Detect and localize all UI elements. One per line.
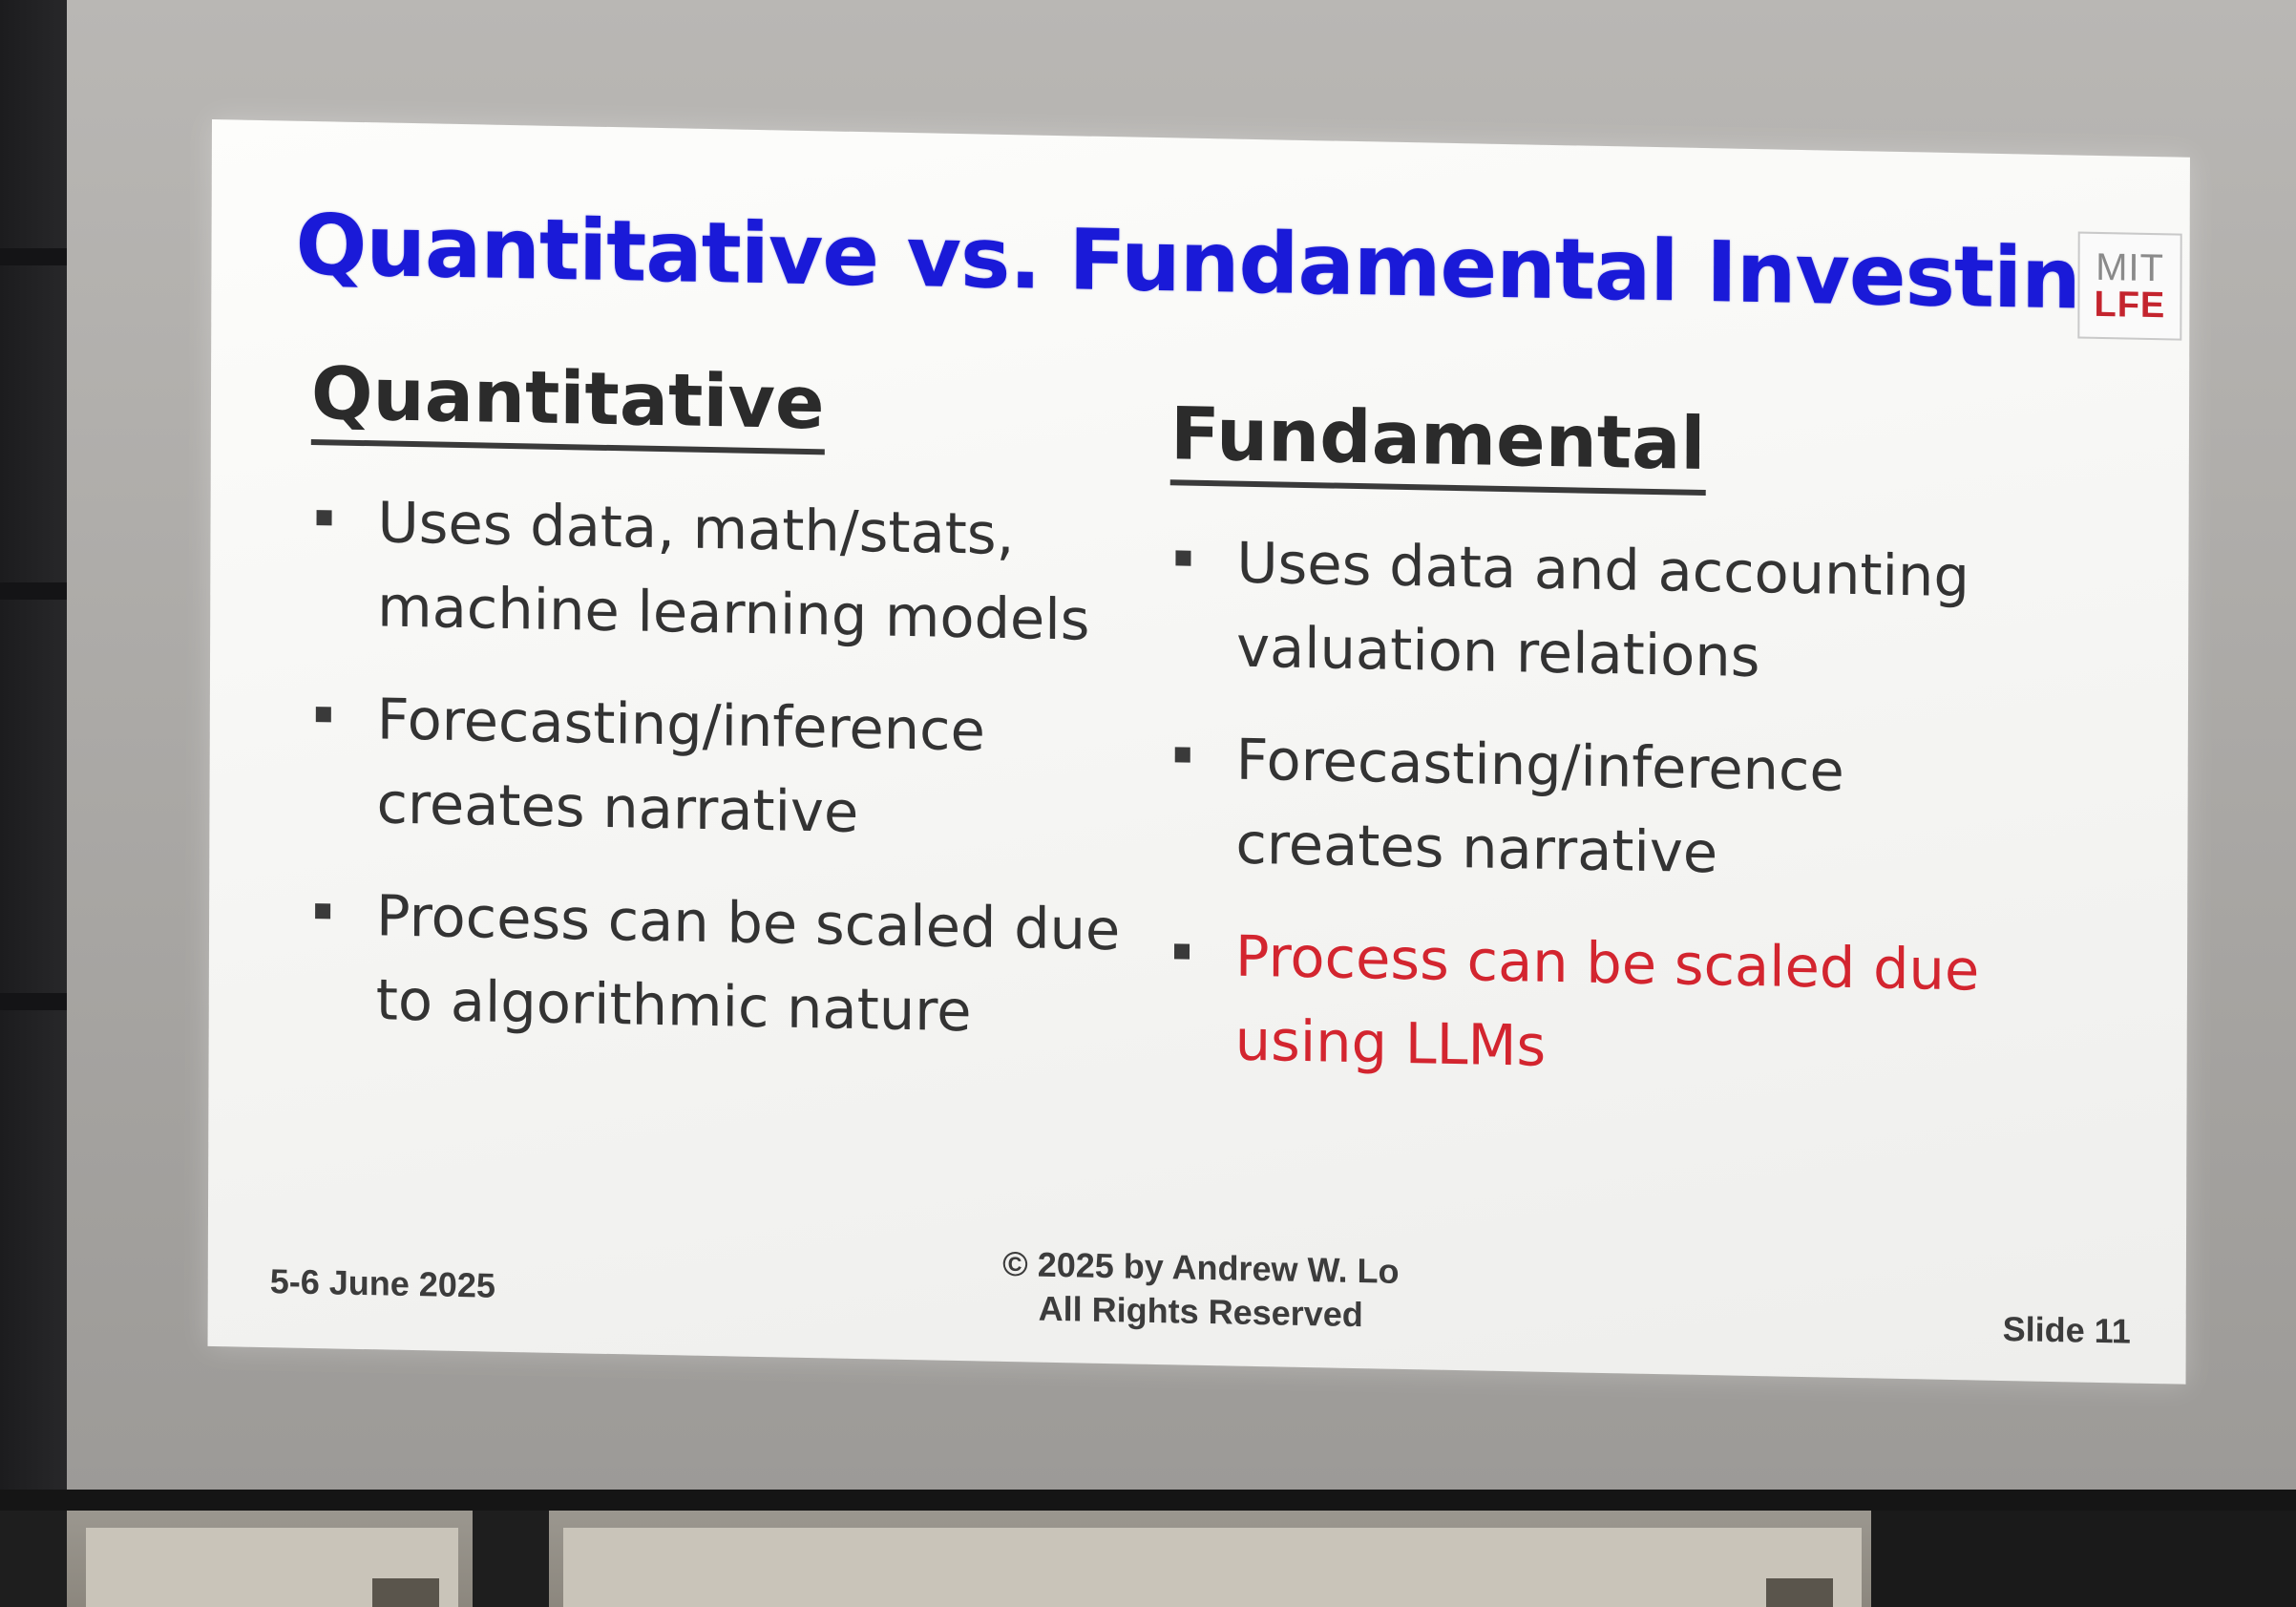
fundamental-bullet-list: Uses data and accounting valuation relat…: [1169, 519, 2030, 1097]
screen-bottom-rail: [0, 1490, 2296, 1511]
bullet-line: Forecasting/inference: [376, 686, 985, 764]
bullet-item: Process can be scaled due to algorithmic…: [309, 873, 1169, 1057]
rights-line: All Rights Reserved: [1038, 1288, 1363, 1335]
highlighted-bullet-item: Process can be scaled due using LLMs: [1169, 913, 2029, 1097]
bullet-square-icon: [1175, 550, 1191, 566]
bullet-square-icon: [1173, 943, 1190, 960]
logo-lfe-text: LFE: [2094, 284, 2166, 327]
bullet-line: to algorithmic nature: [375, 966, 972, 1045]
presentation-slide: Quantitative vs. Fundamental Investing M…: [207, 119, 2190, 1385]
slide-number: Slide 11: [2002, 1309, 2131, 1351]
wall-box: [1766, 1578, 1833, 1607]
bullet-line: machine learning models: [377, 573, 1090, 653]
wall-band: [0, 248, 86, 265]
logo-mit-text: MIT: [2096, 245, 2165, 290]
bullet-square-icon: [315, 707, 331, 723]
bullet-line: Uses data, math/stats,: [377, 489, 1015, 568]
wall-post: [1871, 1511, 2296, 1607]
bullet-line: Process can be scaled due: [375, 882, 1121, 963]
bullet-square-icon: [315, 903, 331, 920]
bullet-line: creates narrative: [376, 770, 859, 846]
bullet-item: Uses data, math/stats, machine learning …: [310, 479, 1170, 664]
bullet-item: Uses data and accounting valuation relat…: [1169, 519, 2030, 704]
footer-date: 5-6 June 2025: [269, 1261, 495, 1305]
bullet-line: Process can be scaled due: [1234, 922, 1980, 1004]
quantitative-column: Quantitative Uses data, math/stats, mach…: [309, 350, 1171, 1086]
wall-band: [0, 993, 86, 1010]
mit-lfe-logo: MIT LFE: [2077, 231, 2182, 341]
fundamental-column: Fundamental Uses data and accounting val…: [1168, 391, 2030, 1126]
footer-copyright: © 2025 by Andrew W. Lo All Rights Reserv…: [972, 1241, 1430, 1338]
fundamental-heading: Fundamental: [1169, 391, 1706, 497]
wall-post: [0, 1511, 67, 1607]
room-below-screen: [0, 1511, 2296, 1607]
slide-title: Quantitative vs. Fundamental Investing: [295, 195, 2139, 329]
bullet-item: Forecasting/inference creates narrative: [309, 676, 1169, 860]
bullet-square-icon: [316, 510, 332, 526]
bullet-line: valuation relations: [1236, 613, 1760, 690]
wall-band: [0, 582, 86, 600]
wall-box: [372, 1578, 439, 1607]
bullet-line: Forecasting/inference: [1235, 726, 1844, 804]
quantitative-heading: Quantitative: [310, 350, 825, 455]
bullet-line: using LLMs: [1234, 1006, 1547, 1079]
bullet-line: creates narrative: [1235, 810, 1718, 886]
quantitative-bullet-list: Uses data, math/stats, machine learning …: [309, 479, 1170, 1057]
wall-post: [473, 1511, 549, 1607]
bullet-item: Forecasting/inference creates narrative: [1169, 716, 2029, 900]
wall-panel: [563, 1528, 1862, 1607]
bullet-line: Uses data and accounting: [1236, 529, 1970, 610]
bullet-square-icon: [1174, 747, 1190, 763]
